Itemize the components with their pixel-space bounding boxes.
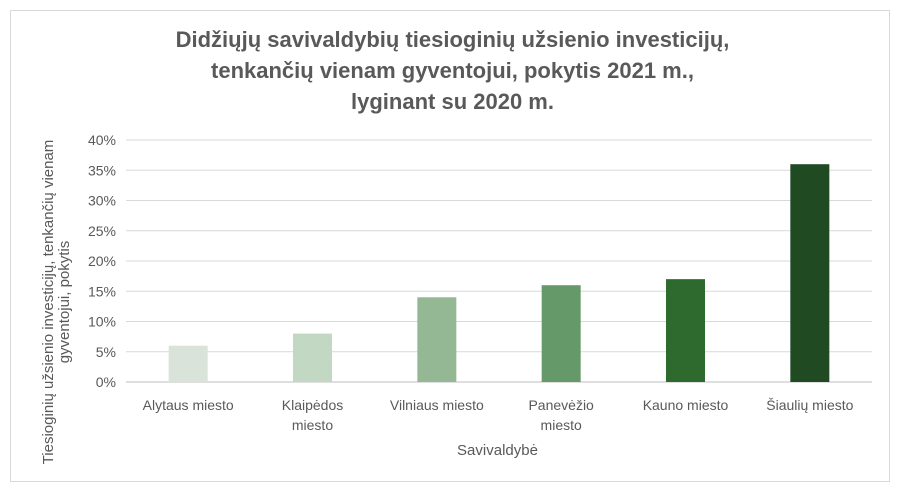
x-tick-label: miesto <box>292 417 333 433</box>
x-tick-label: Alytaus miesto <box>143 397 234 413</box>
bar <box>790 164 830 382</box>
bar <box>666 279 705 382</box>
x-tick-label: Klaipėdos <box>282 397 344 413</box>
bar <box>541 285 581 382</box>
y-tick-label: 25% <box>88 223 116 239</box>
x-tick-label: Vilniaus miesto <box>390 397 484 413</box>
x-tick-label: Šiaulių miesto <box>766 397 853 413</box>
chart-title-line-1: Didžiųjų savivaldybių tiesioginių užsien… <box>175 27 730 52</box>
y-tick-label: 30% <box>88 193 116 209</box>
chart-title: Didžiųjų savivaldybių tiesioginių užsien… <box>0 24 905 117</box>
bar <box>293 333 332 382</box>
chart-title-line-2: tenkančių vienam gyventojui, pokytis 202… <box>211 58 694 83</box>
bar <box>417 297 457 382</box>
y-tick-label: 15% <box>88 283 116 299</box>
bar <box>168 345 208 382</box>
chart-title-line-3: lyginant su 2020 m. <box>351 89 554 114</box>
x-axis-title: Savivaldybė <box>457 442 538 459</box>
y-axis-title: Tiesioginių užsienio investicijų, tenkan… <box>40 139 73 465</box>
y-tick-label: 40% <box>88 132 116 148</box>
y-tick-label: 20% <box>88 253 116 269</box>
x-tick-label: miesto <box>541 417 582 433</box>
x-tick-label: Kauno miesto <box>643 397 729 413</box>
y-tick-label: 35% <box>88 162 116 178</box>
y-tick-label: 5% <box>96 344 116 360</box>
y-tick-label: 0% <box>96 374 116 390</box>
x-tick-label: Panevėžio <box>528 397 594 413</box>
chart-frame <box>10 10 890 482</box>
y-tick-label: 10% <box>88 314 116 330</box>
